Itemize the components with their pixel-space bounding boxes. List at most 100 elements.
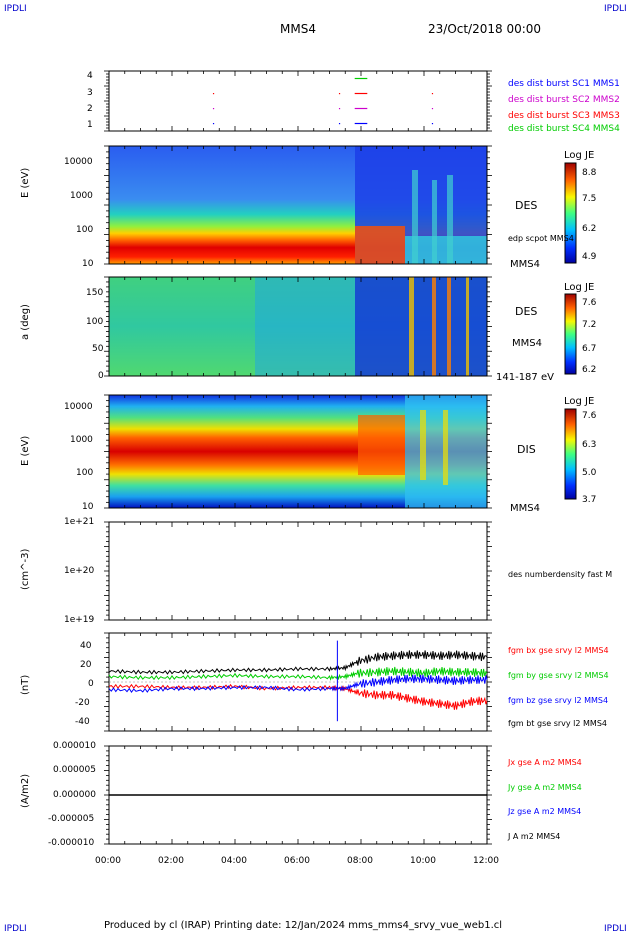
corner-label: IPDLI	[4, 924, 27, 934]
panel-side-label: edp scpot MMS4	[508, 234, 574, 243]
x-tick-label: 08:00	[347, 856, 373, 866]
colorbar-tick: 7.2	[582, 320, 597, 330]
burst-dot	[338, 108, 341, 110]
y-tick-label: 50	[92, 344, 104, 354]
y-tick-label: 1000	[70, 191, 93, 201]
panel-side-label: DES	[515, 199, 538, 212]
colorbar-tick: 6.2	[582, 224, 597, 234]
burst-dot	[338, 123, 341, 125]
y-tick-label: 3	[87, 88, 93, 98]
colorbar-tick: 3.7	[582, 495, 597, 505]
colorbar-tick: 5.0	[582, 468, 597, 478]
y-tick-label: 1	[87, 120, 93, 130]
y-axis-label: (cm^-3)	[20, 548, 31, 590]
legend-entry: Jy gse A m2 MMS4	[508, 783, 582, 792]
bfield-series-line	[108, 650, 488, 675]
legend-entry: fgm bx gse srvy l2 MMS4	[508, 646, 609, 655]
bfield-series-line	[108, 666, 488, 681]
x-tick-label: 04:00	[221, 856, 247, 866]
footer-credit: Produced by cl (IRAP) Printing date: 12/…	[104, 920, 503, 931]
x-tick-label: 12:00	[473, 856, 499, 866]
y-tick-label: 100	[86, 317, 104, 327]
des-energy-spectrogram	[108, 145, 488, 265]
legend-entry: fgm bz gse srvy l2 MMS4	[508, 696, 609, 705]
y-tick-label: 1e+21	[64, 517, 95, 527]
y-tick-label: 10000	[64, 157, 93, 167]
bfield-series-line	[108, 683, 488, 710]
legend-entry: Jz gse A m2 MMS4	[508, 807, 582, 816]
bfield-series-line	[108, 674, 488, 693]
burst-dot	[431, 93, 434, 95]
y-axis-label: E (eV)	[20, 435, 31, 466]
y-tick-label: 10	[82, 259, 94, 269]
y-tick-label: 0.000010	[53, 741, 96, 751]
y-tick-label: 40	[80, 641, 92, 651]
legend-entry: des numberdensity fast M	[508, 570, 613, 579]
panel-side-label: MMS4	[512, 338, 542, 349]
corner-label: IPDLI	[4, 4, 27, 14]
legend-entry: des dist burst SC3 MMS3	[508, 111, 620, 121]
panel-side-label: 141-187 eV	[496, 372, 554, 383]
colorbar-tick: 4.9	[582, 252, 597, 262]
burst-dot	[212, 93, 215, 95]
burst-dot	[431, 123, 434, 125]
legend-entry: des dist burst SC4 MMS4	[508, 124, 620, 134]
panel-side-label: DIS	[517, 443, 536, 456]
des-pitch-angle-spectrogram	[108, 276, 488, 377]
y-tick-label: -0.000005	[48, 814, 95, 824]
panel-side-label: DES	[515, 305, 538, 318]
y-tick-label: 20	[80, 660, 92, 670]
colorbar-title: Log JE	[564, 282, 595, 293]
y-tick-label: -40	[75, 717, 90, 727]
burst-dot	[212, 123, 215, 125]
colorbar-title: Log JE	[564, 150, 595, 161]
y-tick-label: 1e+20	[64, 566, 95, 576]
y-tick-label: 0.000000	[53, 790, 96, 800]
y-axis-label: E (eV)	[20, 167, 31, 198]
burst-dot	[212, 108, 215, 110]
y-tick-label: 1000	[70, 435, 93, 445]
colorbar-tick: 6.3	[582, 440, 597, 450]
burst-dot	[431, 108, 434, 110]
colorbar-tick: 6.2	[582, 365, 597, 375]
y-tick-label: 10000	[64, 402, 93, 412]
y-tick-label: -0.000010	[48, 838, 95, 848]
y-tick-label: 150	[86, 288, 104, 298]
colorbar-tick: 7.6	[582, 298, 597, 308]
colorbar-tick: 6.7	[582, 344, 597, 354]
dis-energy-spectrogram	[108, 394, 488, 509]
colorbar-title: Log JE	[564, 396, 595, 407]
des-energy-colorbar	[564, 162, 577, 264]
colorbar-tick: 7.5	[582, 194, 597, 204]
legend-entry: Jx gse A m2 MMS4	[508, 758, 582, 767]
burst-dot	[338, 93, 341, 95]
burst-marks	[212, 77, 434, 125]
bfield-lines	[108, 640, 488, 722]
y-axis-label: (A/m2)	[20, 773, 31, 808]
x-tick-label: 02:00	[158, 856, 184, 866]
y-tick-label: 0	[98, 371, 104, 381]
x-tick-label: 06:00	[284, 856, 310, 866]
burst-panel-frame	[108, 70, 488, 132]
panel-side-label: MMS4	[510, 503, 540, 514]
y-tick-label: 2	[87, 104, 93, 114]
corner-label: IPDLI	[604, 924, 627, 934]
date-time: 23/Oct/2018 00:00	[428, 22, 542, 36]
colorbar-tick: 8.8	[582, 168, 597, 178]
legend-entry: des dist burst SC1 MMS1	[508, 79, 620, 89]
y-tick-label: 100	[76, 225, 94, 235]
y-axis-label: a (deg)	[20, 304, 31, 340]
dis-energy-colorbar	[564, 408, 577, 500]
spacecraft-title: MMS4	[280, 22, 316, 36]
panel-side-label: MMS4	[510, 259, 540, 270]
y-tick-label: -20	[75, 698, 90, 708]
legend-entry: fgm bt gse srvy l2 MMS4	[508, 719, 607, 728]
legend-entry: fgm by gse srvy l2 MMS4	[508, 671, 609, 680]
y-tick-label: 1e+19	[64, 615, 95, 625]
density-panel-frame	[108, 521, 488, 621]
y-tick-label: 0	[88, 679, 94, 689]
axis-ticks	[104, 70, 492, 845]
y-axis-label: (nT)	[20, 674, 31, 695]
legend-entry: des dist burst SC2 MMS2	[508, 95, 620, 105]
